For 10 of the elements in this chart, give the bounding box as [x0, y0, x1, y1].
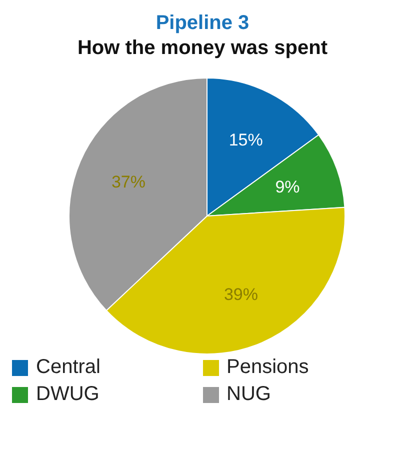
legend-label: NUG — [226, 383, 271, 406]
data-label: 9% — [275, 178, 300, 197]
legend-label: Pensions — [226, 356, 309, 379]
chart-title: Pipeline 3 — [154, 11, 250, 35]
legend-label: DWUG — [36, 383, 100, 406]
legend-label: Central — [36, 356, 100, 379]
chart-subtitle: How the money was spent — [76, 37, 329, 60]
data-label: 37% — [111, 172, 146, 192]
data-label: 39% — [224, 285, 258, 304]
data-label: 15% — [228, 130, 263, 150]
